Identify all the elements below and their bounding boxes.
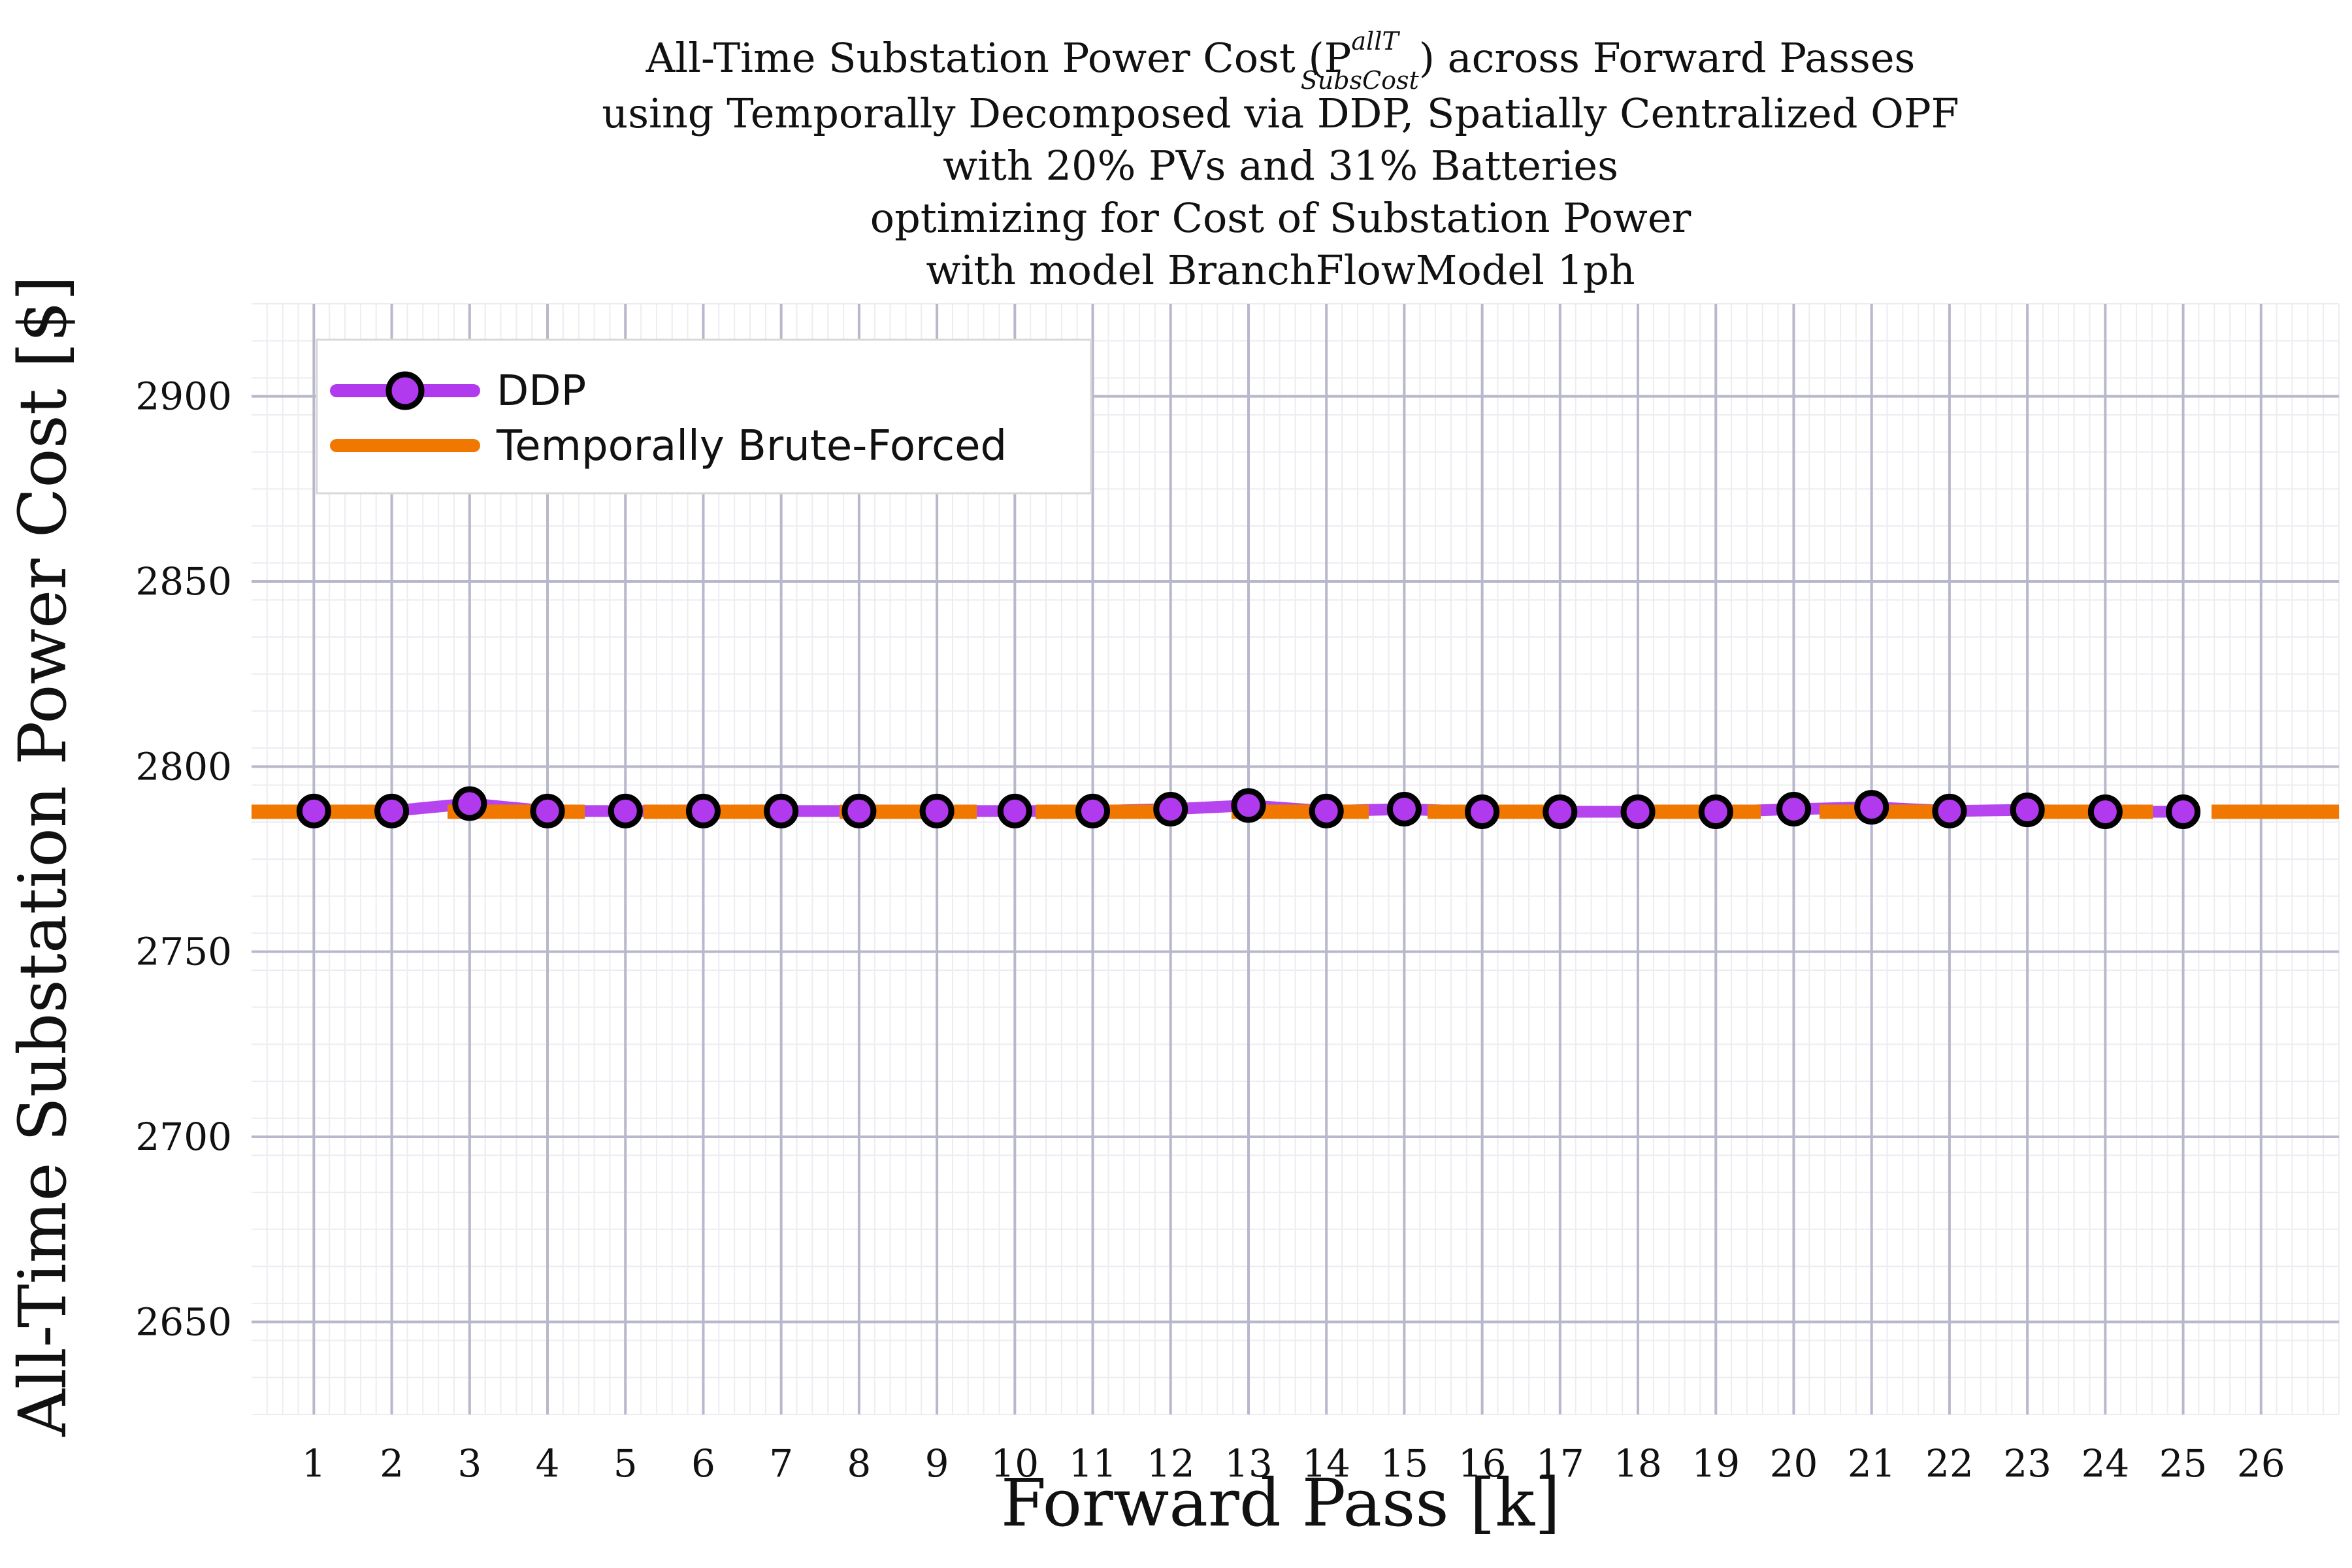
x-tick-label: 15 [1380,1441,1428,1486]
ddp-point [1932,793,1967,828]
legend: DDP Temporally Brute-Forced [316,338,1092,495]
x-tick-label: 8 [847,1441,871,1486]
x-tick-label: 12 [1147,1441,1195,1486]
chart-title-line-4: optimizing for Cost of Substation Power [870,194,1691,242]
ddp-point [296,793,331,828]
x-axis-ticks: 1 2 3 4 5 6 7 8 9 10 11 12 13 14 15 16 17 18 19 20 21 22 23 24 2… [302,1441,2285,1486]
y-tick-label: 2750 [135,930,232,974]
legend-ddp-marker [385,371,425,410]
ddp-point [1386,792,1422,826]
ddp-point [374,793,410,828]
x-tick-label: 22 [1925,1441,1974,1486]
ddp-point [764,793,799,828]
y-axis-ticks: 2650 2700 2750 2800 2850 2900 [135,374,232,1345]
x-tick-label: 19 [1691,1441,1740,1486]
x-tick-label: 1 [302,1441,326,1486]
ddp-point [608,793,643,828]
x-tick-label: 4 [536,1441,560,1486]
ddp-point [1465,794,1500,829]
ddp-point [1309,793,1344,828]
x-tick-label: 17 [1536,1441,1584,1486]
ddp-point [841,793,877,828]
ddp-point [2010,792,2045,828]
x-tick-label: 10 [990,1441,1039,1486]
y-tick-label: 2650 [135,1299,232,1344]
x-tick-label: 14 [1302,1441,1350,1486]
y-tick-label: 2900 [135,374,232,419]
x-tick-label: 9 [925,1441,949,1486]
chart-title-suffix: ) across Forward Passes [1419,34,1916,82]
legend-box [316,338,1092,495]
chart-title-subscript: SubsCost [1301,66,1420,95]
ddp-point [1620,794,1656,829]
x-tick-label: 16 [1458,1441,1507,1486]
y-axis-label: All-Time Substation Power Cost [$] [5,276,81,1437]
ddp-point [685,793,721,828]
ddp-point [997,793,1032,828]
x-tick-label: 20 [1770,1441,1818,1486]
grid-major [252,304,2339,1414]
chart-title-superscript: allT [1351,27,1400,56]
x-tick-label: 25 [2159,1441,2208,1486]
x-tick-label: 21 [1848,1441,1896,1486]
x-tick-label: 18 [1614,1441,1662,1486]
y-tick-label: 2850 [135,559,232,604]
chart-title: All-Time Substation Power Cost (PallT Sub… [602,27,1959,294]
ddp-point [2166,794,2201,829]
x-tick-label: 7 [769,1441,793,1486]
chart-title-line-1: All-Time Substation Power Cost (PallT Sub… [645,27,1916,95]
x-tick-label: 24 [2081,1441,2129,1486]
chart-title-line-2: using Temporally Decomposed via DDP, Spa… [602,90,1959,137]
x-tick-label: 23 [2003,1441,2051,1486]
x-tick-label: 26 [2237,1441,2285,1486]
ddp-point [1075,793,1111,828]
ddp-point [1854,790,1889,825]
x-tick-label: 2 [380,1441,404,1486]
ddp-point [1698,794,1733,829]
x-tick-label: 11 [1069,1441,1117,1486]
x-tick-label: 3 [457,1441,482,1486]
ddp-point [2087,794,2123,829]
ddp-markers [252,786,2339,829]
ddp-point [1153,792,1188,826]
ddp-point [452,786,487,821]
legend-brute-label: Temporally Brute-Forced [496,422,1007,470]
ddp-point [1543,794,1578,829]
chart-title-prefix: All-Time Substation Power Cost (P [645,34,1352,82]
x-tick-label: 6 [691,1441,715,1486]
ddp-point [530,793,565,828]
legend-ddp-label: DDP [497,367,586,416]
y-tick-label: 2800 [135,744,232,789]
ddp-point [1231,788,1266,823]
x-tick-label: 5 [613,1441,638,1486]
chart-title-line-3: with 20% PVs and 31% Batteries [943,142,1618,189]
x-axis-label: Forward Pass [k] [1001,1465,1560,1541]
ddp-point [919,793,955,828]
x-tick-label: 13 [1224,1441,1273,1486]
chart-title-line-5: with model BranchFlowModel 1ph [926,246,1635,294]
ddp-point [1776,792,1811,826]
y-tick-label: 2700 [135,1115,232,1159]
